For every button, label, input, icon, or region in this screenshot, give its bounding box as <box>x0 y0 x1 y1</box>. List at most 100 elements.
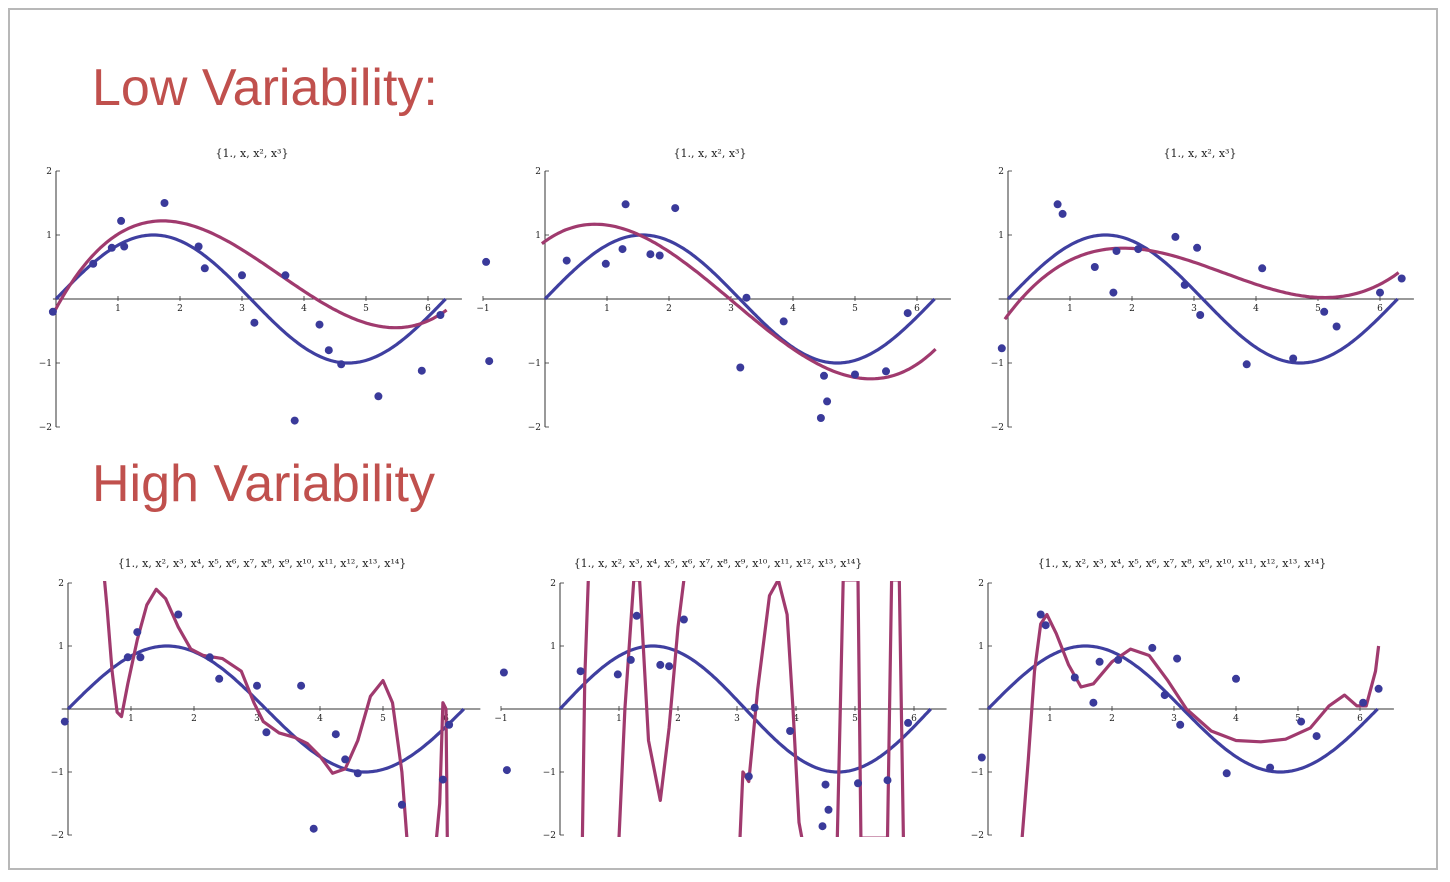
data-point <box>1070 673 1079 682</box>
data-point <box>485 357 494 366</box>
y-tick-label: −2 <box>39 423 52 433</box>
data-point <box>613 670 622 679</box>
data-point <box>238 271 246 280</box>
data-point <box>499 668 508 677</box>
data-point <box>1193 243 1202 252</box>
data-point <box>123 653 132 662</box>
data-point <box>883 776 892 785</box>
data-point <box>1289 354 1298 363</box>
data-point <box>331 730 340 739</box>
data-point <box>194 242 203 251</box>
x-tick-label: 6 <box>911 714 917 724</box>
true-curve <box>543 233 936 365</box>
low-variability-heading: Low Variability: <box>92 59 438 117</box>
x-tick-label: 1 <box>115 304 121 314</box>
data-point <box>374 392 383 401</box>
data-point <box>618 245 627 254</box>
data-point <box>341 755 350 764</box>
data-point <box>1171 232 1180 241</box>
data-point <box>60 717 69 726</box>
data-point <box>1089 698 1098 707</box>
chart-title: {1., x, x², x³, x⁴, x⁵, x⁶, x⁷, x⁸, x⁹, … <box>1038 557 1327 570</box>
data-point <box>215 674 224 683</box>
y-tick-label: 2 <box>978 579 984 589</box>
data-point <box>824 805 833 814</box>
y-tick-label: −2 <box>971 831 984 841</box>
x-tick-label: 3 <box>728 304 734 314</box>
data-point <box>816 414 825 422</box>
data-point <box>576 667 585 676</box>
data-point <box>1114 655 1123 664</box>
data-point <box>438 775 447 784</box>
data-point <box>779 317 788 326</box>
x-tick-label: 5 <box>852 304 858 314</box>
x-tick-label: 6 <box>425 304 431 314</box>
data-point <box>250 318 259 327</box>
y-tick-label: −1 <box>51 768 64 778</box>
data-point <box>854 779 862 788</box>
x-tick-label: 2 <box>675 714 681 724</box>
x-tick-label: 5 <box>380 714 386 724</box>
x-tick-label: 3 <box>734 714 740 724</box>
fitted-curve <box>580 581 590 837</box>
data-point <box>281 271 290 280</box>
data-point <box>1266 763 1275 772</box>
data-point <box>744 772 753 781</box>
data-point <box>977 753 986 762</box>
x-tick-label: 6 <box>1377 304 1383 314</box>
x-tick-label: −1 <box>494 714 507 724</box>
data-point <box>882 367 890 376</box>
x-tick-label: 3 <box>1191 304 1197 314</box>
x-tick-label: 2 <box>177 304 183 314</box>
data-point <box>1176 720 1185 729</box>
fitted-curve <box>1020 612 1381 837</box>
data-point <box>1109 288 1118 297</box>
data-point <box>736 363 745 372</box>
data-point <box>632 611 641 620</box>
x-tick-label: 1 <box>1047 714 1053 724</box>
data-point <box>482 257 491 266</box>
x-tick-label: 6 <box>914 304 920 314</box>
data-point <box>353 769 362 778</box>
data-point <box>253 681 261 690</box>
chart-panel-6: 1 2 3 4 5 6−2−112{1., x, x², x³, x⁴, x⁵, x⁶, … <box>971 557 1394 841</box>
data-point <box>904 718 913 727</box>
data-point <box>174 610 183 619</box>
x-tick-label: 5 <box>363 304 369 314</box>
x-tick-label: 5 <box>852 714 858 724</box>
data-point <box>436 311 445 319</box>
fitted-curve <box>102 581 409 837</box>
data-point <box>679 615 688 624</box>
data-point <box>621 200 630 209</box>
data-point <box>397 800 406 809</box>
x-tick-label: 2 <box>191 714 197 724</box>
chart-panel-2: −1 1 2 3 4 5 6 −2 −1 1 2 {1., x, x², x³} <box>476 147 951 433</box>
x-tick-label: 1 <box>616 714 622 724</box>
data-point <box>671 204 680 213</box>
fitted-curve <box>540 222 937 381</box>
high-variability-heading: High Variability <box>92 455 435 513</box>
data-point <box>646 250 655 259</box>
data-point <box>89 259 98 268</box>
y-tick-label: 1 <box>535 231 541 241</box>
y-tick-label: 2 <box>535 167 541 177</box>
data-point <box>502 766 511 775</box>
data-point <box>786 727 795 735</box>
data-point <box>1036 610 1045 619</box>
data-point <box>655 251 664 260</box>
y-tick-label: −1 <box>39 359 52 369</box>
data-point <box>742 293 751 302</box>
data-point <box>290 416 299 425</box>
y-tick-label: 1 <box>550 642 556 652</box>
data-point <box>1222 769 1231 778</box>
data-point <box>626 655 635 664</box>
data-point <box>1148 643 1157 652</box>
data-point <box>1041 621 1050 630</box>
x-tick-label: 4 <box>1253 304 1259 314</box>
data-point <box>262 728 271 737</box>
y-tick-label: −1 <box>971 768 984 778</box>
data-point <box>1134 245 1143 254</box>
data-point <box>117 216 126 225</box>
true-curve <box>54 233 447 365</box>
